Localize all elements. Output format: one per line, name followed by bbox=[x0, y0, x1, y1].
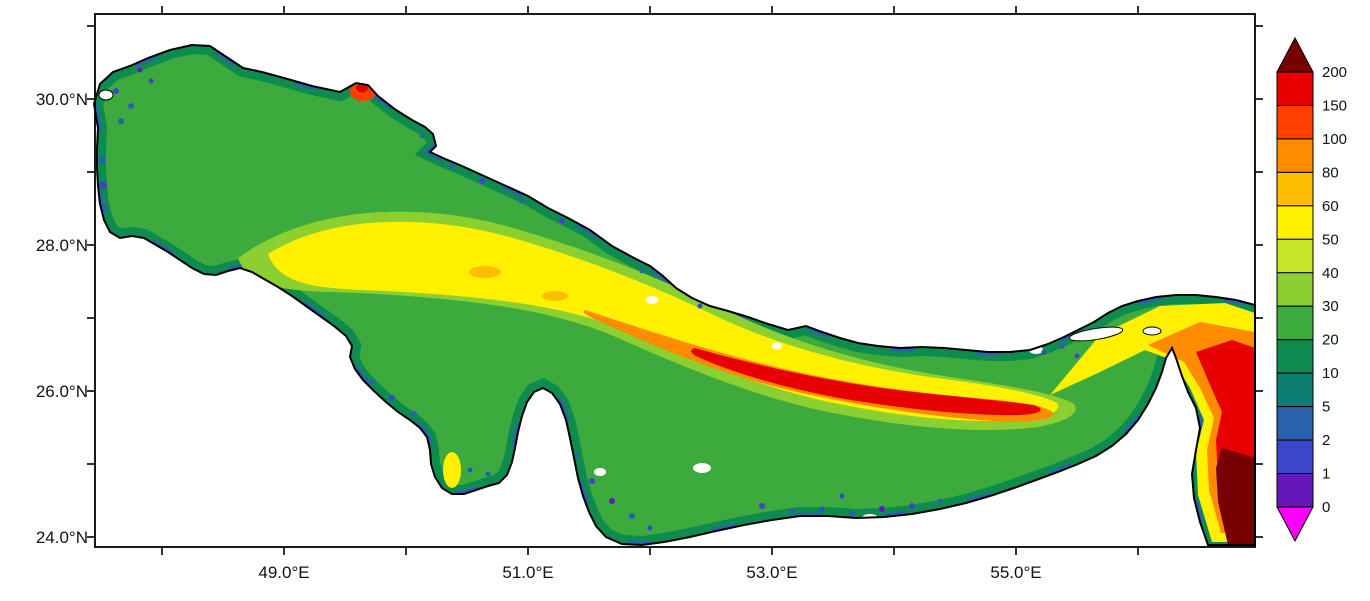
colorbar-label: 50 bbox=[1322, 231, 1339, 248]
shallow-speck bbox=[629, 513, 635, 519]
shallow-speck bbox=[559, 429, 565, 435]
colorbar-segment bbox=[1276, 272, 1314, 307]
y-axis-labels: 30.0°N 28.0°N 26.0°N 24.0°N bbox=[36, 90, 88, 547]
colorbar-arrow-top bbox=[1276, 36, 1314, 73]
colorbar-segment bbox=[1276, 138, 1314, 173]
amber-patch bbox=[542, 291, 568, 301]
north-coast-hotspot-core bbox=[356, 83, 368, 93]
colorbar-label: 0 bbox=[1322, 499, 1330, 516]
value-band-red bbox=[691, 348, 1041, 416]
colorbar-label: 200 bbox=[1322, 64, 1347, 81]
colorbar-segment bbox=[1276, 71, 1314, 106]
shallow-speck bbox=[559, 218, 565, 224]
colorbar-label: 40 bbox=[1322, 265, 1339, 282]
shallow-speck bbox=[163, 259, 169, 265]
shallow-speck bbox=[118, 118, 124, 124]
colorbar-segment bbox=[1276, 305, 1314, 341]
colorbar-segment bbox=[1276, 473, 1314, 508]
shallow-speck bbox=[759, 503, 765, 509]
colorbar-segment bbox=[1276, 238, 1314, 274]
shallow-speck bbox=[1059, 343, 1065, 349]
plot-frame bbox=[94, 13, 1256, 548]
shallow-speck bbox=[1074, 353, 1080, 359]
map bbox=[93, 44, 1256, 546]
colorbar-segment bbox=[1276, 372, 1314, 408]
shallow-speck bbox=[369, 379, 375, 385]
colorbar-arrow-bottom bbox=[1276, 506, 1314, 543]
x-axis-labels: 49.0°E 51.0°E 53.0°E 55.0°E bbox=[258, 563, 1041, 582]
x-tick-label: 53.0°E bbox=[746, 563, 797, 582]
shallow-speck bbox=[98, 156, 106, 164]
salwa-yellow-patch bbox=[443, 452, 461, 488]
value-band-yellow bbox=[268, 221, 1059, 422]
x-tick-label: 55.0°E bbox=[990, 563, 1041, 582]
colorbar-label: 5 bbox=[1322, 399, 1330, 416]
shallow-speck bbox=[879, 506, 885, 512]
colorbar-label: 80 bbox=[1322, 164, 1339, 181]
colorbar-label: 30 bbox=[1322, 298, 1339, 315]
shallow-speck bbox=[639, 268, 645, 274]
colorbar-label: 2 bbox=[1322, 432, 1330, 449]
shallow-speck bbox=[201, 277, 209, 285]
x-tick-label: 51.0°E bbox=[502, 563, 553, 582]
oman-dark-red-maximum bbox=[1216, 448, 1255, 545]
shallow-speck bbox=[849, 510, 855, 516]
shallow-speck bbox=[909, 503, 915, 509]
amber-patch bbox=[469, 266, 501, 278]
shallow-speck bbox=[235, 297, 241, 303]
shallow-speck bbox=[589, 478, 595, 484]
colorbar-label: 20 bbox=[1322, 332, 1339, 349]
shallow-speck bbox=[137, 67, 143, 73]
y-tick-label: 24.0°N bbox=[36, 528, 88, 547]
shallow-speck bbox=[279, 319, 285, 325]
shallow-speck bbox=[147, 247, 153, 253]
shallow-speck bbox=[295, 311, 301, 317]
colorbar-label: 10 bbox=[1322, 365, 1339, 382]
shallow-speck bbox=[317, 328, 323, 334]
shallow-speck bbox=[647, 525, 653, 531]
shallow-speck bbox=[697, 303, 703, 309]
colorbar-segment bbox=[1276, 439, 1314, 475]
shallow-speck bbox=[449, 163, 455, 169]
y-tick-label: 28.0°N bbox=[36, 236, 88, 255]
shallow-speck bbox=[249, 290, 255, 296]
y-tick-label: 30.0°N bbox=[36, 90, 88, 109]
shallow-speck bbox=[113, 88, 119, 94]
shallow-speck bbox=[128, 103, 134, 109]
colorbar-label: 60 bbox=[1322, 198, 1339, 215]
y-tick-label: 26.0°N bbox=[36, 382, 88, 401]
colorbar-segment bbox=[1276, 339, 1314, 374]
shallow-speck bbox=[609, 498, 615, 504]
colorbar-label: 1 bbox=[1322, 466, 1330, 483]
shallow-speck bbox=[148, 78, 154, 84]
colorbar-segment bbox=[1276, 406, 1314, 441]
shallow-speck bbox=[223, 283, 229, 289]
shallow-speck bbox=[789, 508, 795, 514]
colorbar-segment bbox=[1276, 171, 1314, 207]
shallow-speck bbox=[269, 299, 275, 305]
shallow-speck bbox=[485, 471, 491, 477]
shallow-speck bbox=[1041, 349, 1047, 355]
shallow-speck bbox=[519, 198, 525, 204]
colorbar-label: 100 bbox=[1322, 131, 1347, 148]
x-tick-label: 49.0°E bbox=[258, 563, 309, 582]
colorbar-segment bbox=[1276, 104, 1314, 140]
shallow-speck bbox=[389, 395, 395, 401]
shallow-speck bbox=[338, 343, 344, 349]
shallow-speck bbox=[183, 268, 189, 274]
shallow-speck bbox=[467, 467, 473, 473]
shallow-speck bbox=[479, 178, 485, 184]
colorbar-label: 150 bbox=[1322, 97, 1347, 114]
shallow-speck bbox=[937, 498, 943, 504]
shallow-speck bbox=[419, 133, 425, 139]
shallow-speck bbox=[99, 181, 107, 189]
shallow-speck bbox=[839, 493, 845, 499]
shallow-speck bbox=[819, 506, 825, 512]
axis-ticks bbox=[87, 6, 1263, 555]
shallow-speck bbox=[411, 411, 417, 417]
colorbar-segment bbox=[1276, 205, 1314, 240]
